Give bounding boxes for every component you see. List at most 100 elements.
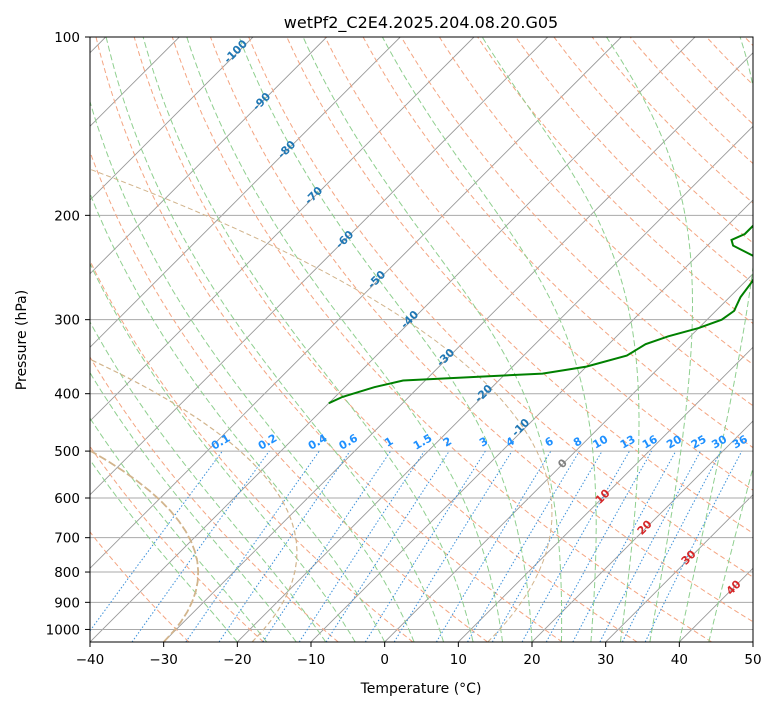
x-tick-label: 10	[450, 652, 467, 668]
isotherm-line	[384, 273, 753, 642]
moist-adiabat-line	[481, 37, 640, 642]
moist-adiabat-line	[678, 37, 753, 642]
isotherm-lines	[90, 37, 753, 642]
isotherm-line	[236, 125, 753, 642]
dry-adiabat-line	[210, 37, 753, 623]
dry-adiabat-line	[90, 259, 414, 642]
isotherm-line	[90, 37, 328, 275]
mixing-ratio-line	[364, 450, 486, 642]
isotherm-line	[163, 52, 753, 642]
mixing-ratio-line	[218, 450, 351, 642]
dry-adiabat-line	[95, 37, 563, 642]
isotherm-line	[90, 37, 696, 642]
dry-adiabat-line	[553, 37, 753, 244]
dry-adiabat-line	[248, 37, 753, 578]
isotherm-line	[457, 346, 753, 642]
mixing-ratio-label: 25	[689, 433, 709, 452]
isotherm-line	[90, 37, 622, 569]
y-tick-label: 400	[54, 387, 80, 403]
mixing-ratio-line	[298, 450, 425, 642]
x-tick-label: 40	[671, 652, 688, 668]
y-tick-label: 900	[54, 595, 80, 611]
y-tick-label: 100	[54, 30, 80, 46]
plot-area: 0.1 0.2 0.4 0.6 1 1.5 2 3 4 6 8 10 13 16 20 25 30 36-100-…	[90, 37, 753, 642]
y-tick-label: 1000	[46, 622, 80, 638]
moist-adiabat-line	[90, 262, 356, 642]
dry-adiabat-line	[477, 37, 753, 325]
plot-frame	[89, 36, 754, 643]
dry-adiabat-line	[324, 37, 753, 491]
x-tick-label: 20	[523, 652, 540, 668]
x-tick-label: −40	[76, 652, 105, 668]
mixing-ratio-label: 16	[640, 432, 660, 451]
mixing-ratio-line	[521, 450, 630, 642]
dry-adiabat-line	[400, 37, 753, 407]
dry-adiabat-label: -70	[302, 184, 325, 207]
dry-adiabat-line	[90, 531, 190, 642]
moist-adiabat-lines	[90, 37, 753, 642]
dry-adiabat-line	[515, 37, 753, 284]
dry-adiabat-line	[591, 37, 753, 204]
moist-adiabat-line	[302, 37, 563, 642]
mixing-ratio-line	[131, 450, 270, 642]
mixing-ratio-line	[467, 450, 580, 642]
y-tick-label: 800	[54, 565, 80, 581]
x-tick-label: 50	[744, 652, 761, 668]
mixing-ratio-label: 1	[382, 435, 395, 450]
dry-adiabat-lines	[90, 37, 753, 642]
y-tick-label: 300	[54, 313, 80, 329]
isotherm-line	[531, 420, 753, 642]
mixing-ratio-line	[325, 450, 450, 642]
contour-labels: 0.1 0.2 0.4 0.6 1 1.5 2 3 4 6 8 10 13 16 20 25 30 36-100-…	[209, 37, 750, 598]
dry-adiabat-label: -20	[472, 382, 495, 405]
x-tick-label: −10	[297, 652, 326, 668]
isotherm-line	[678, 567, 753, 642]
moist-adiabat-line	[606, 37, 693, 642]
moist-adiabat-line	[105, 37, 445, 642]
mixing-ratio-label: 20	[664, 432, 684, 451]
dry-adiabat-label: 30	[679, 547, 699, 567]
ccl-curve	[90, 449, 200, 642]
isotherm-line	[90, 37, 549, 496]
moist-adiabat-line	[238, 37, 533, 642]
dry-adiabat-label: -30	[434, 346, 457, 369]
x-tick-label: −20	[223, 652, 252, 668]
isotherm-line	[752, 641, 753, 642]
mixing-ratio-line	[572, 450, 677, 642]
moist-adiabat-line	[90, 192, 386, 642]
dry-adiabat-line	[90, 445, 264, 642]
x-tick-label: −30	[149, 652, 178, 668]
mixing-ratio-label: 0.4	[306, 431, 330, 452]
dry-adiabat-line	[286, 37, 753, 534]
dry-adiabat-label: -100	[221, 37, 250, 66]
ccl-curve	[90, 358, 298, 642]
dry-adiabat-line	[706, 37, 753, 86]
y-tick-label: 700	[54, 531, 80, 547]
dry-adiabat-line	[668, 37, 753, 125]
mixing-ratio-label: 6	[543, 434, 556, 449]
mixing-ratio-line	[262, 450, 392, 642]
moist-adiabat-line	[90, 99, 415, 642]
ccl-curve	[90, 168, 553, 642]
mixing-ratio-line	[644, 450, 743, 642]
mixing-ratio-label: 1.5	[411, 432, 434, 453]
y-tick-label: 500	[54, 444, 80, 460]
moist-adiabat-line	[142, 37, 474, 642]
dry-adiabat-line	[362, 37, 753, 449]
mixing-ratio-label: 0.1	[209, 432, 232, 453]
moist-adiabat-line	[381, 37, 597, 642]
y-axis: 100 200 300 400 500 600 700 800 900 1000	[46, 30, 90, 638]
y-axis-label: Pressure (hPa)	[14, 290, 30, 390]
chart-title: wetPf2_C2E4.2025.204.08.20.G05	[284, 13, 558, 33]
mixing-ratio-line	[599, 450, 701, 642]
dry-adiabat-line	[133, 37, 638, 642]
profile-series	[328, 224, 753, 405]
y-tick-label: 600	[54, 491, 80, 507]
moist-adiabat-line	[90, 417, 268, 642]
dry-adiabat-label: -80	[275, 138, 298, 161]
dry-adiabat-line	[744, 37, 753, 47]
x-axis: −40 −30 −20 −10 0 10 20 30 40 50	[76, 642, 762, 668]
x-tick-label: 30	[597, 652, 614, 668]
isotherm-line	[90, 37, 475, 422]
